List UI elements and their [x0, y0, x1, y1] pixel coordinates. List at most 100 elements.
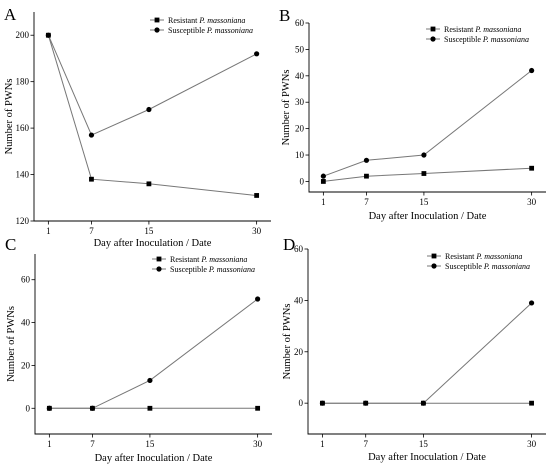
x-tick-label: 30	[252, 226, 262, 236]
chart-panel-c: C 1 7 15 30 0 20 40 60 Day after Inoculation / Da…	[5, 235, 272, 464]
series-line-resistant	[323, 167, 532, 182]
legend-marker-resistant	[154, 17, 160, 23]
legend-marker-resistant	[156, 256, 162, 262]
data-point-susceptible	[89, 405, 96, 411]
data-point-resistant	[364, 173, 369, 179]
x-axis-title: Day after Inoculation / Date	[368, 452, 486, 463]
data-point-resistant	[255, 405, 261, 411]
legend-marker-susceptible	[430, 36, 436, 42]
y-tick-label: 40	[295, 71, 305, 81]
legend-label-susceptible: Susceptible P. massoniana	[168, 26, 253, 35]
y-tick-label: 60	[21, 275, 31, 285]
legend-label-susceptible: Susceptible P. massoniana	[444, 35, 529, 44]
legend-label-species: P. massoniana	[483, 262, 530, 271]
legend-label-species: P. massoniana	[475, 252, 522, 261]
legend-marker-resistant	[430, 26, 436, 32]
data-point-susceptible	[254, 51, 260, 57]
legend-label-susceptible: Susceptible P. massoniana	[445, 262, 530, 271]
legend-label-resistant: Resistant P. massoniana	[170, 255, 247, 264]
y-axis-title: Number of PWNs	[282, 304, 293, 380]
legend-marker-susceptible	[154, 27, 160, 33]
x-tick-label: 15	[419, 439, 429, 449]
x-tick-label: 7	[89, 226, 94, 236]
axis-frame	[33, 12, 271, 222]
legend-label-species: P. massoniana	[208, 265, 255, 274]
y-tick-label: 140	[16, 170, 30, 180]
legend-label-prefix: Resistant	[444, 25, 475, 34]
y-axis-title: Number of PWNs	[281, 70, 292, 146]
data-point-susceptible	[320, 173, 326, 179]
panel-letter-d: D	[283, 235, 295, 254]
panel-letter-b: B	[279, 6, 290, 25]
legend-marker-susceptible	[156, 266, 162, 272]
legend-label-prefix: Susceptible	[168, 26, 207, 35]
x-tick-label: 15	[144, 226, 154, 236]
y-tick-label: 0	[299, 398, 304, 408]
data-point-resistant	[89, 176, 94, 182]
y-tick-label: 200	[16, 30, 30, 40]
y-tick-label: 20	[295, 124, 305, 134]
chart-panel-b: B 1 7 15 30 0 10 20 30 40 50 60 Day after Inoculatio…	[279, 6, 546, 222]
legend-label-susceptible: Susceptible P. massoniana	[170, 265, 255, 274]
data-point-susceptible	[528, 300, 535, 306]
y-tick-label: 0	[300, 176, 305, 186]
y-tick-label: 180	[16, 77, 30, 87]
legend-label-prefix: Susceptible	[170, 265, 209, 274]
series-line-susceptible	[322, 302, 532, 404]
axis-frame	[34, 254, 272, 435]
y-tick-label: 50	[295, 44, 305, 54]
legend-label-species: P. massoniana	[200, 255, 247, 264]
data-point-susceptible	[147, 377, 153, 384]
data-point-susceptible	[363, 400, 369, 406]
x-tick-label: 15	[145, 439, 155, 449]
data-point-susceptible	[45, 32, 51, 38]
x-tick-label: 7	[363, 439, 368, 449]
x-tick-label: 1	[46, 226, 51, 236]
data-point-susceptible	[363, 157, 370, 163]
series-line-resistant	[47, 35, 257, 196]
data-point-resistant	[146, 181, 152, 187]
legend-label-resistant: Resistant P. massoniana	[445, 252, 522, 261]
data-point-resistant	[254, 193, 260, 198]
data-point-susceptible	[146, 106, 152, 113]
y-tick-label: 160	[16, 123, 30, 133]
x-tick-label: 30	[527, 439, 537, 449]
legend-label-resistant: Resistant P. massoniana	[444, 25, 521, 34]
data-point-resistant	[529, 165, 535, 171]
chart-panel-d: D 1 7 15 30 0 20 40 60 Day after Inoculation / Da…	[282, 235, 546, 463]
y-tick-label: 60	[294, 244, 304, 254]
legend-label-resistant: Resistant P. massoniana	[168, 16, 245, 25]
y-tick-label: 40	[21, 318, 31, 328]
y-axis-title: Number of PWNs	[4, 79, 15, 155]
data-point-susceptible	[255, 296, 261, 302]
series-line-susceptible	[49, 298, 258, 409]
legend-marker-resistant	[431, 253, 437, 259]
data-point-resistant	[320, 179, 326, 184]
series-line-susceptible	[47, 35, 257, 136]
x-axis-title: Day after Inoculation / Date	[95, 453, 213, 464]
x-tick-label: 1	[320, 439, 325, 449]
axis-frame	[307, 249, 546, 435]
legend-label-species: P. massoniana	[482, 35, 529, 44]
x-tick-label: 30	[253, 439, 263, 449]
y-tick-label: 30	[295, 97, 305, 107]
legend-label-prefix: Resistant	[445, 252, 476, 261]
x-tick-label: 15	[419, 197, 429, 207]
legend-label-species: P. massoniana	[474, 25, 521, 34]
data-point-susceptible	[88, 132, 95, 138]
x-tick-label: 1	[321, 197, 326, 207]
data-point-susceptible	[529, 67, 535, 74]
x-tick-label: 30	[527, 197, 537, 207]
x-tick-label: 7	[90, 439, 95, 449]
data-point-susceptible	[46, 405, 52, 411]
data-point-resistant	[147, 405, 153, 411]
y-tick-label: 0	[26, 403, 31, 413]
x-tick-label: 7	[364, 197, 369, 207]
panel-letter-c: C	[5, 235, 16, 254]
chart-panel-a: A 1 7 15 30 120 140 160 180 200 Day after Inoculat…	[4, 5, 271, 249]
